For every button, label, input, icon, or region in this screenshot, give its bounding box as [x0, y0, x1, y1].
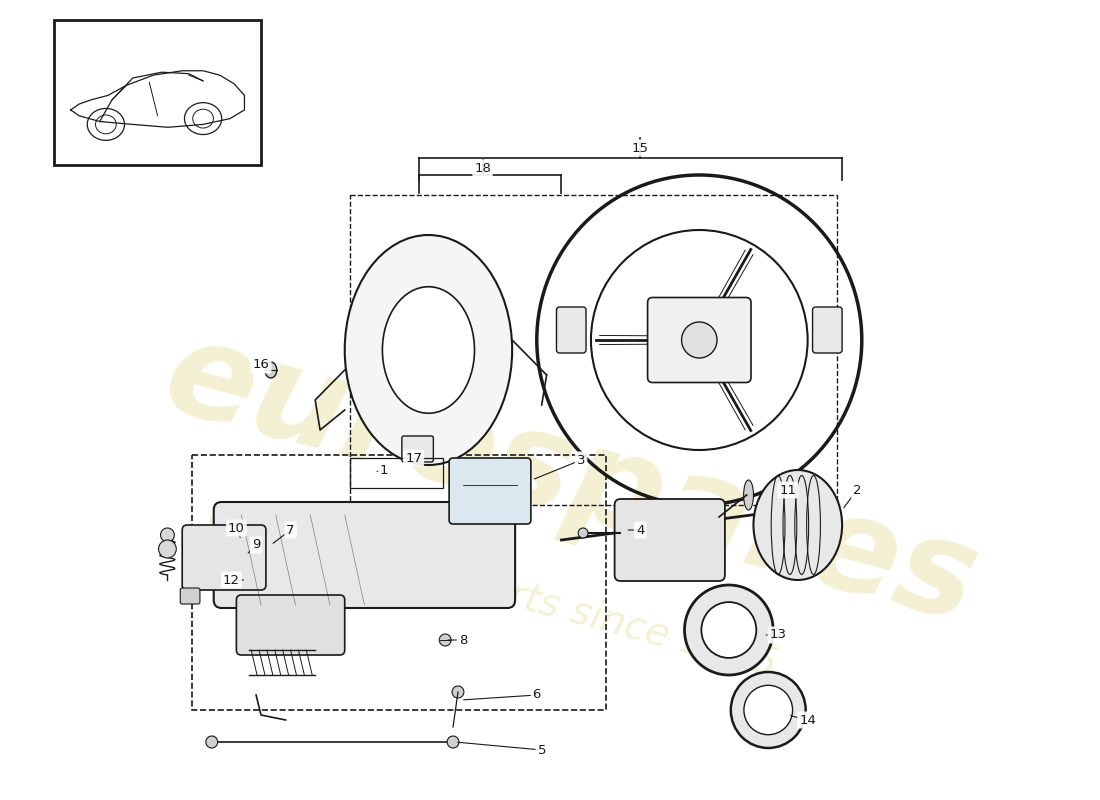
- Circle shape: [206, 736, 218, 748]
- Ellipse shape: [754, 470, 843, 580]
- Circle shape: [730, 672, 805, 748]
- Circle shape: [744, 686, 793, 734]
- Text: 15: 15: [631, 142, 649, 154]
- Bar: [192, 455, 606, 710]
- Text: 8: 8: [459, 634, 468, 646]
- Ellipse shape: [744, 480, 754, 510]
- Text: 14: 14: [800, 714, 816, 726]
- FancyBboxPatch shape: [213, 502, 515, 608]
- Text: 6: 6: [532, 689, 541, 702]
- FancyBboxPatch shape: [813, 307, 843, 353]
- Ellipse shape: [344, 235, 513, 465]
- Text: 2: 2: [852, 483, 861, 497]
- Text: 1: 1: [379, 463, 388, 477]
- Text: a passion for parts since 1985: a passion for parts since 1985: [204, 496, 781, 684]
- Ellipse shape: [265, 362, 277, 378]
- FancyBboxPatch shape: [180, 588, 200, 604]
- FancyBboxPatch shape: [402, 436, 433, 462]
- Circle shape: [452, 686, 464, 698]
- Bar: [350, 458, 443, 488]
- Text: 4: 4: [636, 523, 645, 537]
- Text: 17: 17: [405, 451, 422, 465]
- Text: 7: 7: [286, 523, 295, 537]
- Text: 9: 9: [252, 538, 261, 551]
- FancyBboxPatch shape: [648, 298, 751, 382]
- Circle shape: [439, 634, 451, 646]
- Circle shape: [161, 528, 174, 542]
- Circle shape: [684, 585, 773, 675]
- Circle shape: [158, 540, 176, 558]
- Bar: [350, 195, 837, 505]
- Circle shape: [682, 322, 717, 358]
- FancyBboxPatch shape: [449, 458, 531, 524]
- FancyBboxPatch shape: [236, 595, 344, 655]
- Circle shape: [579, 528, 588, 538]
- Circle shape: [702, 602, 757, 658]
- Text: 16: 16: [253, 358, 270, 371]
- Text: 11: 11: [780, 483, 796, 497]
- FancyBboxPatch shape: [183, 525, 266, 590]
- Text: 12: 12: [223, 574, 240, 586]
- Text: eurospares: eurospares: [152, 310, 991, 650]
- Ellipse shape: [383, 286, 474, 414]
- Text: 18: 18: [474, 162, 491, 174]
- FancyBboxPatch shape: [615, 499, 725, 581]
- Bar: [54, 20, 261, 165]
- Text: 5: 5: [538, 743, 546, 757]
- Text: 3: 3: [576, 454, 585, 466]
- FancyBboxPatch shape: [557, 307, 586, 353]
- Text: 10: 10: [228, 522, 245, 534]
- Text: 13: 13: [770, 629, 786, 642]
- Circle shape: [448, 736, 459, 748]
